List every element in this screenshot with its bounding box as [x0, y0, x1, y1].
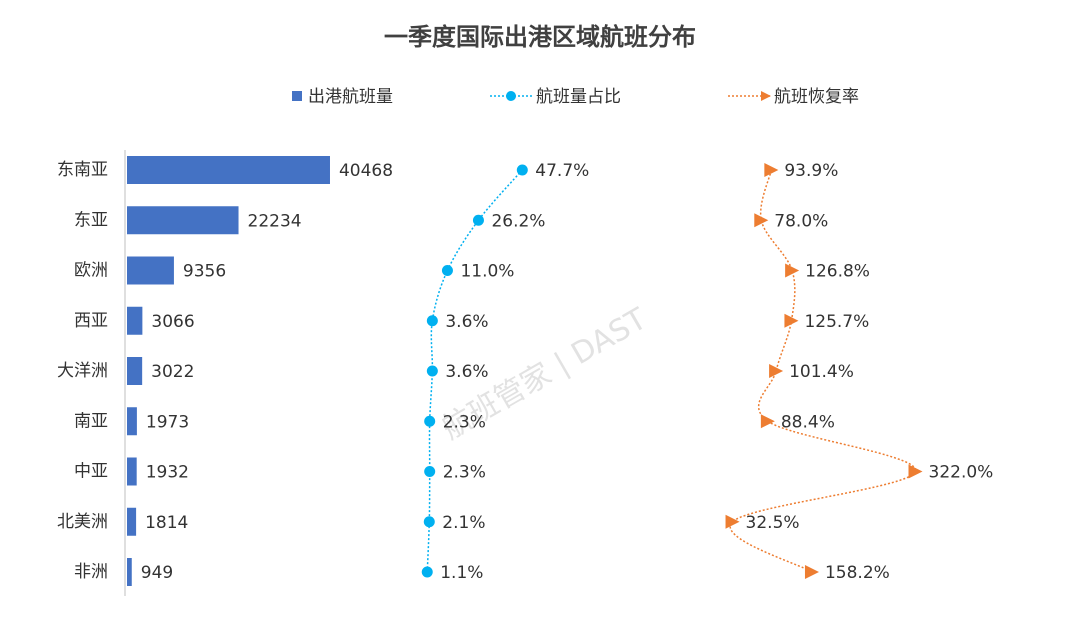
category-label: 西亚	[74, 311, 108, 331]
category-label: 欧洲	[74, 261, 108, 281]
value-label: 9356	[183, 262, 226, 282]
marker	[754, 213, 769, 228]
category-label: 东南亚	[57, 160, 108, 180]
marker	[908, 464, 923, 479]
value-label: 3066	[151, 312, 194, 332]
value-label: 3022	[151, 362, 194, 382]
value-label: 949	[141, 563, 173, 583]
value-label: 3.6%	[445, 362, 488, 382]
legend-label: 航班恢复率	[774, 87, 859, 107]
value-label: 2.3%	[443, 412, 486, 432]
bar	[127, 507, 137, 536]
value-label: 40468	[339, 161, 393, 181]
category-label: 中亚	[74, 462, 108, 482]
bar	[127, 457, 137, 486]
marker	[760, 414, 775, 429]
value-label: 88.4%	[781, 412, 835, 432]
category-label: 东亚	[74, 210, 108, 230]
value-label: 78.0%	[774, 211, 828, 231]
value-label: 1814	[145, 513, 188, 533]
marker	[441, 265, 453, 276]
marker	[424, 466, 436, 477]
value-label: 1932	[146, 463, 189, 483]
bar	[127, 558, 132, 586]
value-label: 93.9%	[784, 161, 838, 181]
chart-title: 一季度国际出港区域航班分布	[384, 23, 696, 51]
value-label: 2.3%	[443, 463, 486, 483]
value-label: 2.1%	[442, 513, 485, 533]
bar	[127, 256, 174, 285]
value-label: 3.6%	[445, 312, 488, 332]
legend-label: 出港航班量	[308, 87, 393, 107]
category-label: 非洲	[74, 562, 108, 582]
value-label: 47.7%	[535, 161, 589, 181]
bar	[127, 206, 239, 235]
value-label: 32.5%	[746, 513, 800, 533]
bar	[127, 357, 143, 385]
bar	[127, 407, 137, 436]
value-label: 125.7%	[804, 312, 869, 332]
marker	[804, 565, 819, 579]
marker	[785, 263, 800, 278]
value-label: 322.0%	[929, 463, 994, 483]
marker	[426, 315, 438, 327]
legend-marker	[761, 91, 771, 101]
legend-marker	[506, 91, 516, 101]
marker	[421, 566, 433, 578]
legend-label: 航班量占比	[536, 87, 621, 107]
value-label: 11.0%	[460, 262, 514, 282]
marker	[725, 514, 740, 529]
marker	[784, 313, 799, 328]
marker	[472, 214, 484, 226]
marker	[516, 164, 528, 176]
value-label: 1.1%	[440, 563, 483, 583]
bar	[127, 156, 330, 184]
marker	[769, 364, 784, 378]
marker	[423, 516, 435, 528]
legend-swatch	[292, 91, 302, 101]
value-label: 22234	[248, 211, 302, 231]
category-label: 北美洲	[57, 512, 108, 532]
value-label: 26.2%	[491, 211, 545, 231]
bar	[127, 306, 143, 335]
marker	[426, 365, 438, 377]
category-label: 大洋洲	[57, 361, 108, 381]
category-label: 南亚	[74, 411, 108, 431]
value-label: 1973	[146, 412, 189, 432]
value-label: 126.8%	[805, 262, 870, 282]
value-label: 101.4%	[789, 362, 854, 382]
value-label: 158.2%	[825, 563, 890, 583]
marker	[424, 415, 436, 427]
marker	[764, 163, 779, 177]
